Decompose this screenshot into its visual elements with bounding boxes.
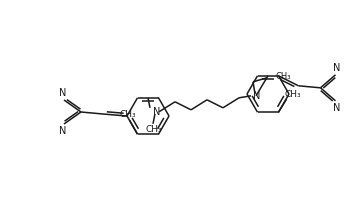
- Text: CH₃: CH₃: [284, 90, 301, 99]
- Text: CH₃: CH₃: [119, 110, 136, 119]
- Text: CH₃: CH₃: [275, 72, 290, 81]
- Text: CH₃: CH₃: [146, 125, 162, 134]
- Text: N: N: [59, 88, 67, 98]
- Text: N: N: [153, 107, 160, 117]
- Text: N: N: [333, 103, 340, 113]
- Text: N: N: [59, 126, 67, 136]
- Text: N: N: [333, 63, 340, 73]
- Text: N: N: [253, 91, 260, 101]
